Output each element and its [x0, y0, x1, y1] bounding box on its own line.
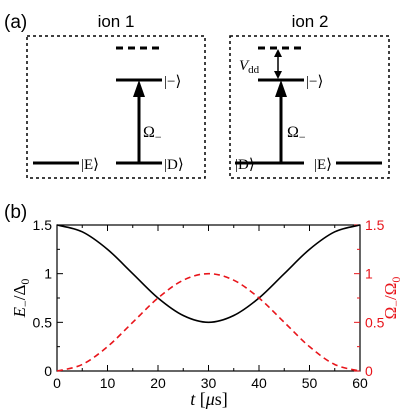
ion2-minus-label: |−⟩ — [306, 74, 323, 90]
y-left-tick-label: 1.5 — [33, 217, 53, 233]
panel-a-label: (a) — [4, 12, 27, 33]
panel-b-label: (b) — [4, 202, 27, 223]
y-right-tick-label: 0 — [365, 363, 373, 379]
ion1-rabi-arrowhead — [133, 80, 145, 97]
x-tick-label: 0 — [53, 375, 61, 391]
x-axis-label: t [μs] — [190, 389, 228, 409]
y-left-tick-label: 1 — [44, 266, 52, 282]
axis-ticks — [56, 224, 361, 372]
y-right-tick-label: 1.5 — [365, 217, 385, 233]
ion2-rabi-arrowhead — [275, 80, 287, 97]
y-axis-right-label: Ω−/Ω0 — [381, 277, 403, 320]
ion1-diagram: ion 1 |−⟩ |E⟩ |D⟩ Ω− — [26, 12, 206, 179]
x-tick-label: 30 — [201, 375, 217, 391]
y-right-tick-label: 1 — [365, 266, 373, 282]
y-left-tick-label: 0 — [44, 363, 52, 379]
ion1-minus-label: |−⟩ — [164, 74, 181, 90]
ion2-E-label: |E⟩ — [314, 157, 332, 173]
ion2-box — [229, 35, 390, 179]
x-tick-label: 40 — [251, 375, 267, 391]
chart-curves — [56, 224, 361, 372]
ion1-E-label: |E⟩ — [81, 157, 99, 173]
y-axis-left-label: E−/Δ0 — [10, 279, 32, 319]
ion1-box — [26, 35, 206, 179]
ion2-vdd-arrowhead-up — [274, 49, 282, 57]
ion2-rabi-label: Ω− — [287, 124, 306, 144]
ion2-vdd-label: Vdd — [239, 58, 260, 76]
y-right-tick-label: 0.5 — [365, 314, 385, 330]
ion2-D-label: |D⟩ — [235, 157, 255, 173]
ion1-D-label: |D⟩ — [164, 157, 184, 173]
ion1-title: ion 1 — [98, 12, 135, 31]
plot-frame — [56, 224, 361, 372]
ion2-title: ion 2 — [292, 12, 329, 31]
x-tick-label: 50 — [302, 375, 318, 391]
y-left-tick-label: 0.5 — [33, 314, 53, 330]
x-tick-label: 20 — [150, 375, 166, 391]
ion2-diagram: ion 2 |−⟩ Vdd |D⟩ |E⟩ Ω− — [229, 12, 390, 179]
x-tick-label: 60 — [352, 375, 368, 391]
rabi-frequency-curve — [56, 272, 361, 372]
ion2-vdd-arrowhead-down — [274, 71, 282, 79]
energy-curve — [56, 224, 361, 324]
x-tick-label: 10 — [100, 375, 116, 391]
ion1-rabi-label: Ω− — [143, 124, 162, 144]
